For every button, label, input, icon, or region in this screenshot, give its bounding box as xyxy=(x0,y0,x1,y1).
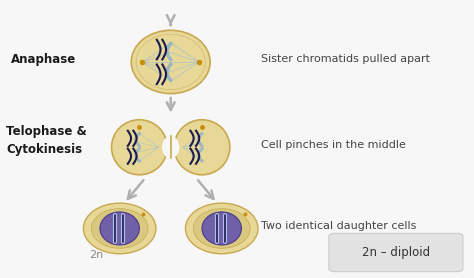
Text: Two identical daughter cells: Two identical daughter cells xyxy=(261,221,417,231)
Ellipse shape xyxy=(162,136,179,158)
Ellipse shape xyxy=(100,212,139,245)
Text: Sister chromatids pulled apart: Sister chromatids pulled apart xyxy=(261,54,430,64)
Ellipse shape xyxy=(185,203,258,254)
Ellipse shape xyxy=(111,120,167,175)
Ellipse shape xyxy=(202,212,241,245)
Text: Anaphase: Anaphase xyxy=(11,53,76,66)
Ellipse shape xyxy=(174,120,230,175)
Text: Cell pinches in the middle: Cell pinches in the middle xyxy=(261,140,406,150)
Text: Telophase &
Cytokinesis: Telophase & Cytokinesis xyxy=(6,125,87,156)
FancyBboxPatch shape xyxy=(329,234,463,272)
Ellipse shape xyxy=(83,203,156,254)
Text: 2n: 2n xyxy=(90,250,104,260)
Ellipse shape xyxy=(91,208,148,248)
Text: 2n – diploid: 2n – diploid xyxy=(362,246,430,259)
Ellipse shape xyxy=(131,30,210,94)
Ellipse shape xyxy=(193,208,250,248)
